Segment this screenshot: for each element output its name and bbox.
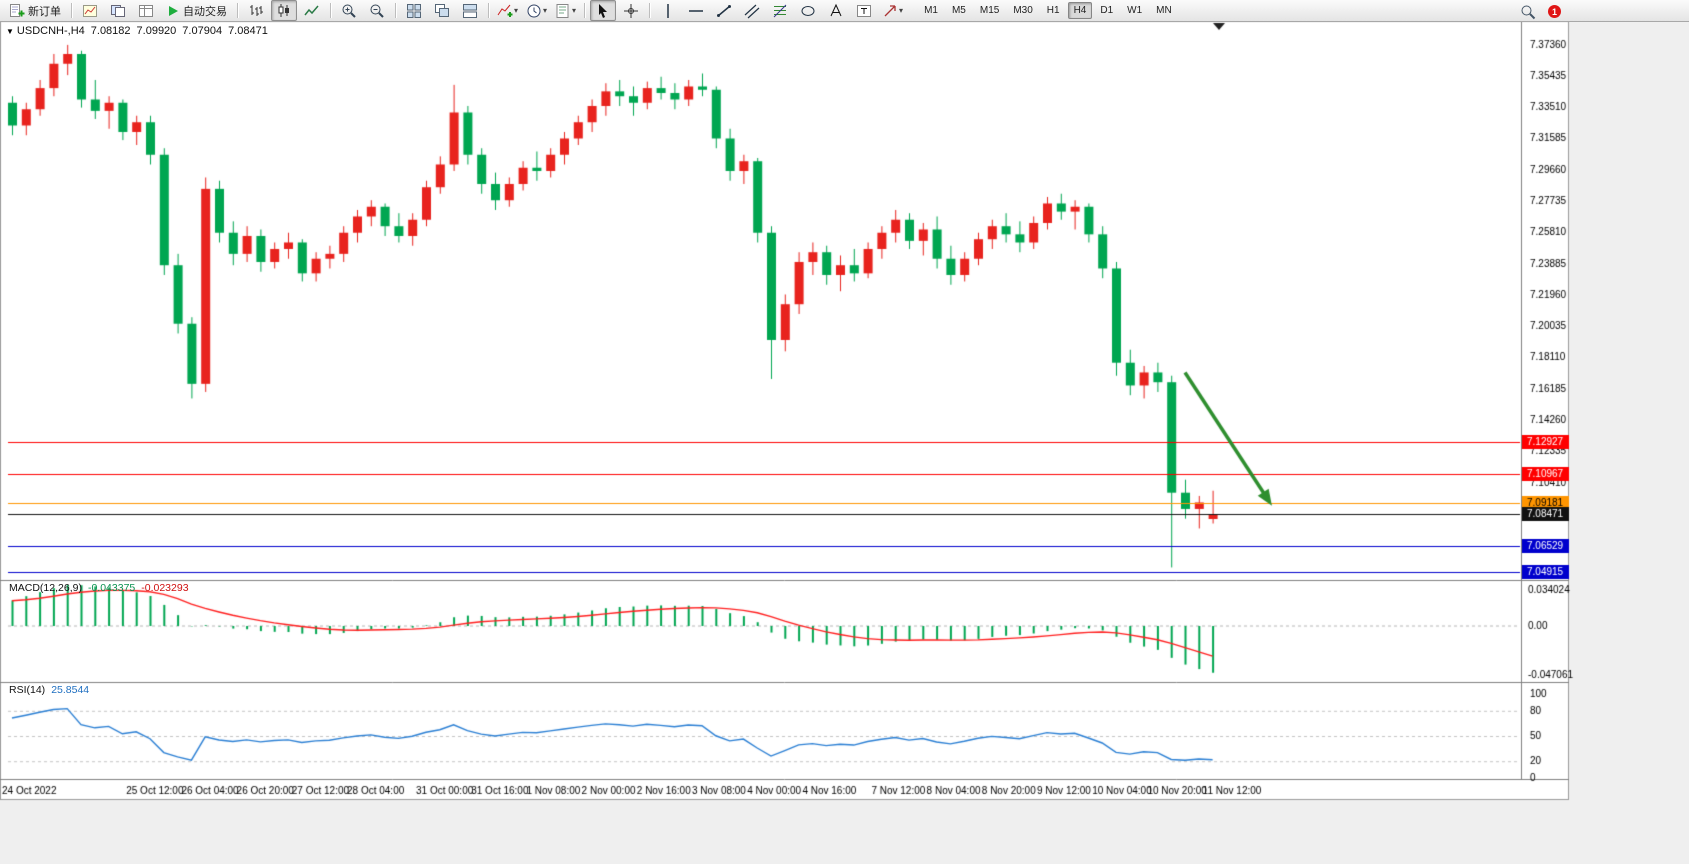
zoom-in-button[interactable] <box>336 0 362 21</box>
clock-icon <box>527 4 541 17</box>
chart-window-button[interactable] <box>77 0 103 21</box>
timeframe-m1[interactable]: M1 <box>924 5 938 16</box>
horizontal-line-icon <box>689 9 704 12</box>
zoom-out-button[interactable] <box>364 0 390 21</box>
shapes-icon <box>801 5 815 16</box>
arrows-caret-icon: ▾ <box>899 6 904 15</box>
channel-icon <box>744 4 760 18</box>
tile-windows-icon <box>407 3 421 18</box>
trendline-button[interactable] <box>711 0 737 21</box>
fibonacci-icon <box>773 4 787 17</box>
periods-button[interactable]: ▾ <box>523 0 550 21</box>
timeframe-mn[interactable]: MN <box>1156 5 1172 16</box>
toolbar-separator <box>71 3 72 18</box>
candlestick-chart-button[interactable] <box>271 0 297 21</box>
main-toolbar: 新订单 自动交易 ▾ ▾ ▾ ▾ M1 M5 M15 M30 H1 H4 D1 W1 MN 1 <box>0 0 1689 22</box>
chart-window-icon <box>83 4 97 17</box>
toolbar-separator <box>395 3 396 18</box>
toolbar-separator <box>330 3 331 18</box>
shapes-button[interactable] <box>795 0 821 21</box>
new-order-button[interactable]: 新订单 <box>4 0 66 21</box>
toolbar-separator <box>488 3 489 18</box>
notification-badge[interactable]: 1 <box>1548 5 1561 18</box>
toolbar-separator <box>649 3 651 18</box>
search-button[interactable] <box>1515 1 1541 22</box>
indicators-caret-icon: ▾ <box>514 6 519 15</box>
chart-collapse-icon[interactable]: ▼ <box>6 27 14 36</box>
crosshair-button[interactable] <box>618 0 644 21</box>
cascade-windows-button[interactable] <box>429 0 455 21</box>
autotrading-label: 自动交易 <box>183 5 227 18</box>
timeframe-m15[interactable]: M15 <box>979 5 1000 16</box>
data-window-icon <box>139 4 153 17</box>
arrange-windows-icon <box>463 3 477 18</box>
search-icon <box>1521 5 1536 19</box>
timeframe-h4[interactable]: H4 <box>1067 2 1093 19</box>
data-window-button[interactable] <box>133 0 159 21</box>
profiles-button[interactable] <box>105 0 131 21</box>
tile-windows-button[interactable] <box>401 0 427 21</box>
cascade-windows-icon <box>435 3 449 17</box>
channel-button[interactable] <box>739 0 765 21</box>
indicators-button[interactable]: ▾ <box>494 0 521 21</box>
zoom-out-icon <box>370 4 384 18</box>
bar-chart-icon <box>250 4 263 16</box>
profiles-icon <box>111 4 125 17</box>
new-order-icon <box>10 3 25 17</box>
arrows-button[interactable]: ▾ <box>879 0 906 21</box>
text-label-icon <box>857 4 872 17</box>
timeframe-h1[interactable]: H1 <box>1046 5 1060 16</box>
timeframe-w1[interactable]: W1 <box>1127 5 1143 16</box>
line-chart-button[interactable] <box>299 0 325 21</box>
timeframe-m5[interactable]: M5 <box>951 5 966 16</box>
templates-caret-icon: ▾ <box>572 6 577 15</box>
indicators-icon <box>497 4 513 17</box>
toolbar-right-group: 1 <box>1514 1 1561 22</box>
vertical-line-icon <box>667 3 669 18</box>
vertical-line-button[interactable] <box>655 0 681 21</box>
arrows-icon <box>884 4 896 16</box>
zoom-in-icon <box>342 4 356 18</box>
bar-chart-button[interactable] <box>243 0 269 21</box>
templates-button[interactable]: ▾ <box>552 0 579 21</box>
candlestick-chart-icon <box>278 3 289 17</box>
arrange-windows-button[interactable] <box>457 0 483 21</box>
text-button[interactable] <box>823 0 849 21</box>
fibonacci-button[interactable] <box>767 0 793 21</box>
autotrading-button[interactable]: 自动交易 <box>161 0 232 21</box>
periods-caret-icon: ▾ <box>543 6 548 15</box>
toolbar-separator <box>584 3 586 18</box>
trendline-icon <box>717 4 732 17</box>
cursor-icon <box>599 3 608 18</box>
timeframe-m30[interactable]: M30 <box>1013 5 1033 16</box>
toolbar-separator <box>237 3 238 18</box>
template-icon <box>556 3 569 18</box>
timeframe-d1[interactable]: D1 <box>1100 5 1114 16</box>
autotrading-icon <box>169 5 178 16</box>
horizontal-line-button[interactable] <box>683 0 709 21</box>
timeframe-group: M1 M5 M15 M30 H1 H4 D1 W1 MN <box>917 2 1179 19</box>
cursor-button[interactable] <box>590 0 617 21</box>
new-order-label: 新订单 <box>28 5 61 18</box>
crosshair-icon <box>624 3 639 18</box>
text-a-icon <box>830 3 842 16</box>
line-chart-icon <box>304 5 319 15</box>
text-label-button[interactable] <box>851 0 877 21</box>
